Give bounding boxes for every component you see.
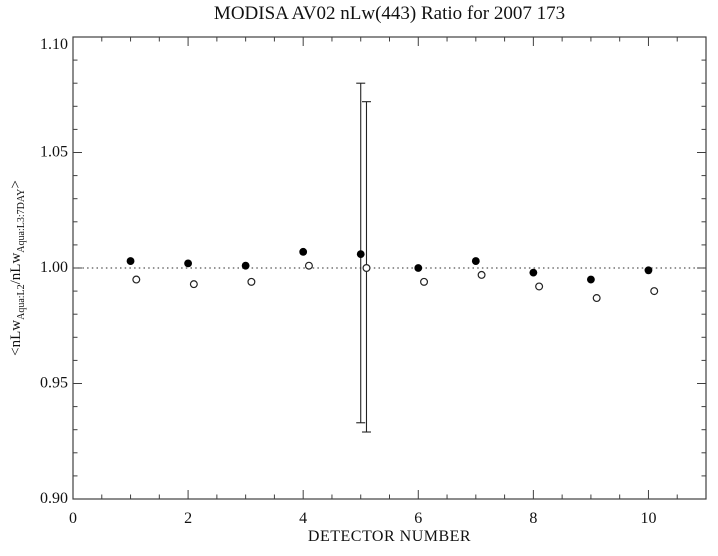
y-axis-label-text: /nLw bbox=[8, 252, 24, 285]
x-tick-label: 2 bbox=[184, 510, 192, 527]
x-tick-labels: 0 2 4 6 8 10 bbox=[69, 510, 656, 527]
y-tick-label: 1.10 bbox=[40, 36, 68, 53]
filled-marker bbox=[299, 247, 308, 256]
chart-title: MODISA AV02 nLw(443) Ratio for 2007 173 bbox=[213, 3, 566, 24]
ratio-open-circles bbox=[132, 261, 659, 303]
open-marker bbox=[477, 270, 486, 279]
open-marker bbox=[592, 294, 601, 303]
open-marker bbox=[650, 287, 659, 296]
x-tick-label: 0 bbox=[69, 510, 77, 527]
ratio-filled-circles bbox=[126, 247, 653, 284]
open-marker bbox=[420, 277, 429, 286]
filled-marker bbox=[241, 261, 250, 270]
y-tick-label: 0.95 bbox=[40, 375, 68, 392]
filled-marker bbox=[126, 257, 135, 265]
open-marker bbox=[362, 264, 371, 273]
y-tick-labels: 0.90 0.95 1.00 1.05 1.10 bbox=[40, 36, 68, 507]
y-tick-label: 1.05 bbox=[40, 144, 68, 161]
open-marker bbox=[304, 261, 313, 270]
y-axis-label-subscript: Aqua:L2 bbox=[16, 284, 27, 320]
open-marker bbox=[189, 280, 198, 289]
x-tick-label: 8 bbox=[529, 510, 537, 527]
x-axis-ticks bbox=[72, 37, 678, 499]
x-tick-label: 10 bbox=[640, 510, 656, 527]
x-tick-label: 4 bbox=[299, 510, 307, 527]
y-axis-label-text: > bbox=[8, 180, 24, 189]
open-marker bbox=[535, 282, 544, 291]
filled-marker bbox=[644, 266, 653, 275]
filled-marker bbox=[414, 264, 423, 272]
filled-marker bbox=[587, 275, 595, 284]
error-bars bbox=[356, 82, 371, 433]
y-tick-label: 0.90 bbox=[40, 490, 68, 507]
filled-marker bbox=[471, 257, 480, 265]
open-marker bbox=[132, 275, 141, 284]
x-axis-label: DETECTOR NUMBER bbox=[307, 528, 472, 545]
filled-marker bbox=[356, 250, 365, 259]
y-axis-label-subscript: Aqua:L3:7DAY bbox=[16, 188, 27, 253]
filled-marker bbox=[184, 259, 192, 268]
y-axis-label: <nLwAqua:L2/nLwAqua:L3:7DAY> bbox=[5, 58, 27, 478]
y-axis-label-text: <nLw bbox=[8, 319, 24, 356]
open-marker bbox=[247, 277, 256, 286]
filled-marker bbox=[529, 268, 538, 277]
y-tick-label: 1.00 bbox=[40, 259, 68, 276]
x-tick-label: 6 bbox=[414, 510, 422, 527]
